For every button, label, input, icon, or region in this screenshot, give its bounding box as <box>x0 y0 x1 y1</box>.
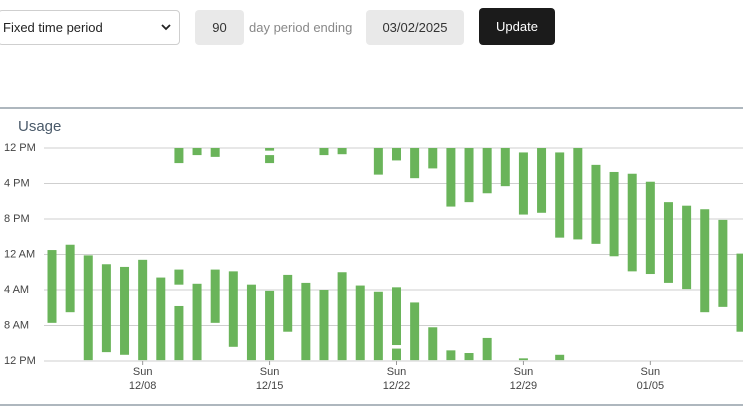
usage-bar <box>663 202 673 283</box>
usage-bar <box>65 244 75 313</box>
usage-bar <box>265 155 275 164</box>
usage-bar <box>700 209 710 313</box>
x-tick-weekday: Sun <box>514 366 534 378</box>
y-tick-label: 4 PM <box>4 177 30 189</box>
y-tick-label: 12 PM <box>4 142 36 154</box>
x-tick-weekday: Sun <box>133 366 153 378</box>
usage-bar <box>518 152 528 215</box>
usage-bar <box>283 274 293 332</box>
usage-bar <box>736 253 743 332</box>
x-tick-date: 12/29 <box>510 380 538 392</box>
x-tick-weekday: Sun <box>260 366 280 378</box>
usage-bar <box>500 148 510 187</box>
usage-bar <box>373 291 383 361</box>
x-tick-date: 12/22 <box>383 380 411 392</box>
x-tick-date: 12/15 <box>256 380 284 392</box>
usage-bar <box>355 285 365 361</box>
usage-bar <box>192 283 202 361</box>
usage-bar <box>210 148 220 157</box>
usage-bar <box>591 164 601 244</box>
usage-bar <box>482 337 492 361</box>
end-date-input[interactable]: 03/02/2025 <box>366 10 464 45</box>
usage-bar <box>301 282 311 361</box>
usage-bar <box>138 259 148 361</box>
usage-bar <box>337 272 347 361</box>
usage-bar <box>410 302 420 361</box>
days-label: day period ending <box>249 20 353 35</box>
mode-select[interactable]: Fixed time period <box>0 10 180 45</box>
x-tick-weekday: Sun <box>641 366 661 378</box>
usage-bar <box>464 353 474 361</box>
usage-bar <box>265 148 275 151</box>
usage-bar <box>482 148 492 194</box>
usage-bar <box>228 271 238 347</box>
usage-bar <box>373 148 383 175</box>
usage-bar <box>428 327 438 361</box>
usage-bar <box>101 264 111 353</box>
usage-bar <box>392 287 401 346</box>
usage-bar <box>246 284 256 361</box>
usage-bar <box>156 277 166 361</box>
usage-bar <box>518 358 528 361</box>
usage-bar <box>319 290 329 361</box>
x-tick-date: 12/08 <box>129 380 157 392</box>
y-tick-label: 4 AM <box>4 284 29 296</box>
usage-bar <box>446 350 456 361</box>
usage-bar <box>265 290 275 361</box>
days-input[interactable]: 90 <box>195 10 244 45</box>
usage-bar <box>464 148 474 203</box>
usage-bar <box>682 205 692 290</box>
usage-bar <box>537 148 547 213</box>
usage-bar <box>392 348 401 361</box>
y-tick-label: 8 AM <box>4 319 29 331</box>
y-tick-label: 8 PM <box>4 213 30 225</box>
chevron <box>161 24 171 31</box>
x-tick-date: 01/05 <box>637 380 665 392</box>
bars <box>47 148 743 361</box>
usage-bar <box>120 266 130 355</box>
y-tick-label: 12 AM <box>4 248 35 260</box>
usage-bar <box>192 148 202 156</box>
y-tick-label: 12 PM <box>4 355 36 367</box>
usage-bar <box>392 148 401 161</box>
update-button[interactable]: Update <box>479 8 555 45</box>
usage-bar <box>627 173 637 272</box>
usage-bar <box>428 148 438 169</box>
usage-bar <box>555 354 565 361</box>
usage-bar <box>410 148 420 179</box>
usage-bar <box>319 148 329 156</box>
usage-bar <box>337 148 347 155</box>
usage-bar <box>83 255 93 361</box>
usage-bar <box>174 269 184 285</box>
usage-bar <box>718 219 728 307</box>
usage-bar <box>174 305 184 361</box>
usage-bar <box>47 250 57 323</box>
usage-bar <box>555 152 565 238</box>
x-tick-weekday: Sun <box>387 366 407 378</box>
usage-bar <box>446 148 456 207</box>
usage-bar <box>174 148 184 164</box>
mode-text: Fixed time period <box>3 20 103 35</box>
chart: Usage 12 PM 4 PM 8 PM 12 AM 4 AM 8 AM 12 PM Sun… <box>0 107 743 406</box>
usage-bar <box>210 269 220 323</box>
usage-bar <box>609 171 619 257</box>
chart-title: Usage <box>18 118 61 135</box>
usage-bar <box>573 148 583 240</box>
usage-bar <box>645 181 655 275</box>
